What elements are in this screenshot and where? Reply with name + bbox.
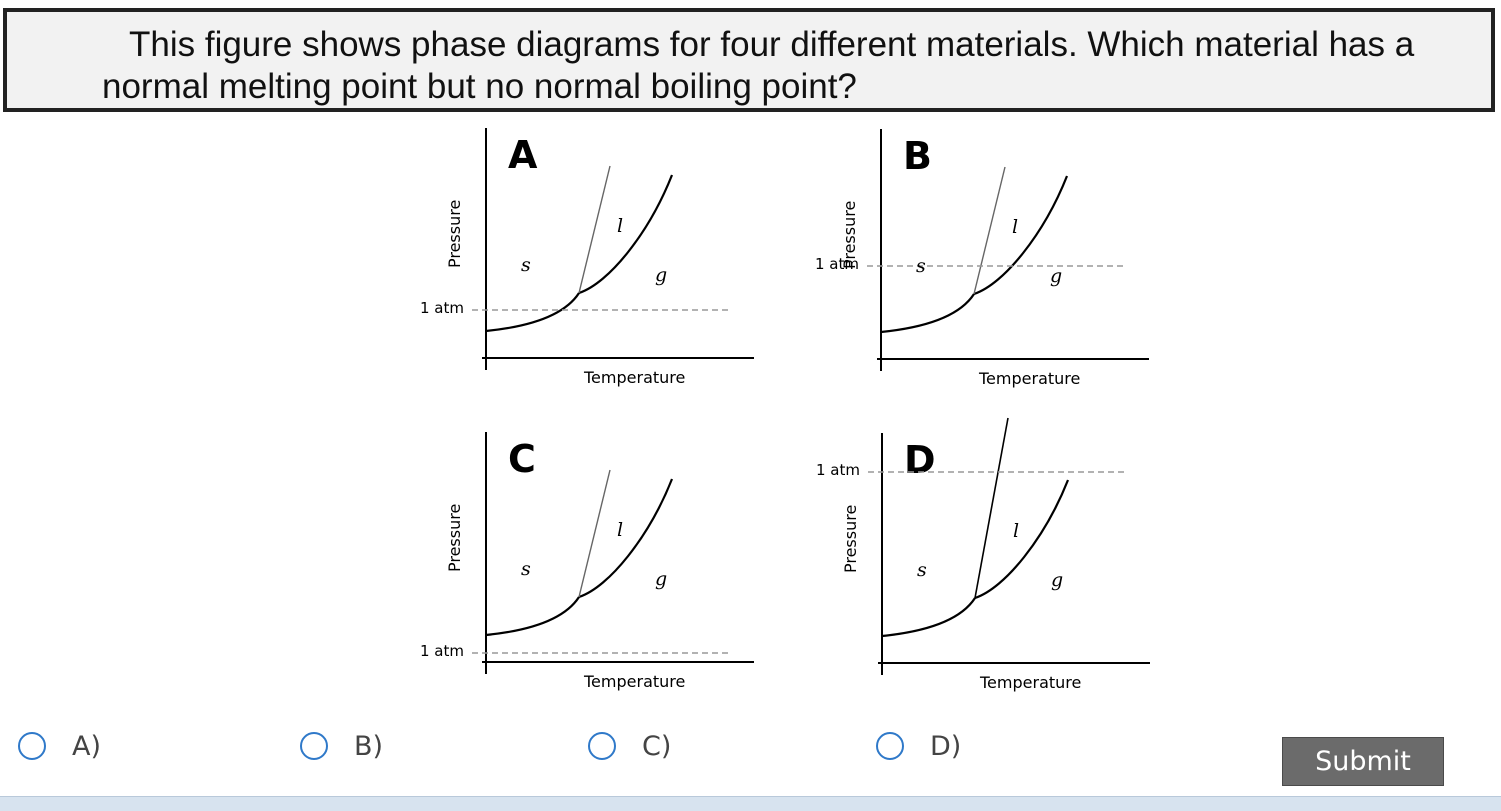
radio-b-icon[interactable] xyxy=(300,732,328,760)
panel-c-axes xyxy=(482,432,754,674)
panel-a-sublimation-curve xyxy=(485,292,580,333)
panel-c-letter: C xyxy=(508,437,536,481)
panel-a-vaporization-curve xyxy=(578,174,674,295)
panel-a-fusion-line xyxy=(578,165,611,294)
footer-bar xyxy=(0,796,1501,811)
choice-b-label: B) xyxy=(354,730,384,762)
panel-c-vaporization-curve xyxy=(578,478,674,599)
radio-c-icon[interactable] xyxy=(588,732,616,760)
choice-b[interactable]: B) xyxy=(300,728,383,764)
panel-d-fusion-line xyxy=(974,417,1009,599)
panel-a-y-axis-label: Pressure xyxy=(445,200,464,268)
panel-b-fusion-line xyxy=(973,166,1006,295)
panel-a-atm-label: 1 atm xyxy=(420,299,464,317)
panel-a-letter: A xyxy=(508,133,538,177)
panel-c-sublimation-curve xyxy=(485,596,580,637)
panel-c-gas-label: g xyxy=(655,568,667,590)
panel-b-gas-label: g xyxy=(1050,265,1062,287)
choice-a-label: A) xyxy=(72,730,102,762)
panel-d-x-axis-label: Temperature xyxy=(979,673,1081,692)
panel-b-solid-label: s xyxy=(916,255,926,277)
panel-a-liquid-label: l xyxy=(617,215,623,237)
panel-c-fusion-line xyxy=(578,469,611,598)
panel-d-gas-label: g xyxy=(1051,569,1063,591)
panel-b-liquid-label: l xyxy=(1012,216,1018,238)
panel-c-atm-label: 1 atm xyxy=(420,642,464,660)
panel-d-y-axis-label: Pressure xyxy=(841,505,860,573)
panel-d-solid-label: s xyxy=(917,559,927,581)
panel-a-x-axis-label: Temperature xyxy=(583,368,685,387)
panel-a-gas-label: g xyxy=(655,264,667,286)
radio-a-icon[interactable] xyxy=(18,732,46,760)
panel-b-y-axis-label: Pressure xyxy=(840,201,859,269)
panel-c-solid-label: s xyxy=(521,558,531,580)
choice-c[interactable]: C) xyxy=(588,728,671,764)
panel-d-atm-label: 1 atm xyxy=(816,461,860,479)
choice-c-label: C) xyxy=(642,730,672,762)
panel-b-axes xyxy=(877,129,1149,371)
panel-d-letter: D xyxy=(904,438,936,482)
choice-d[interactable]: D) xyxy=(876,728,961,764)
panel-a-axes xyxy=(482,128,754,370)
choice-a[interactable]: A) xyxy=(18,728,101,764)
panel-b-letter: B xyxy=(903,134,932,178)
panel-b-x-axis-label: Temperature xyxy=(978,369,1080,388)
question-text: This figure shows phase diagrams for fou… xyxy=(102,25,1415,106)
panel-b-atm-label: 1 atm xyxy=(815,255,859,273)
panel-a-solid-label: s xyxy=(521,254,531,276)
panel-d-sublimation-curve xyxy=(881,597,976,638)
panel-c-liquid-label: l xyxy=(617,519,623,541)
panel-b-vaporization-curve xyxy=(973,175,1069,296)
panel-c-y-axis-label: Pressure xyxy=(445,504,464,572)
radio-d-icon[interactable] xyxy=(876,732,904,760)
submit-button[interactable]: Submit xyxy=(1282,737,1444,786)
question-box: This figure shows phase diagrams for fou… xyxy=(3,8,1495,112)
panel-d-liquid-label: l xyxy=(1013,520,1019,542)
panel-b-sublimation-curve xyxy=(880,293,975,334)
phase-diagrams-figure: A Temperature Pressure 1 atm s l g B Temperature… xyxy=(400,112,1160,702)
choice-d-label: D) xyxy=(930,730,962,762)
panel-c-x-axis-label: Temperature xyxy=(583,672,685,691)
panel-d-vaporization-curve xyxy=(974,479,1070,600)
panel-d-axes xyxy=(878,433,1150,675)
